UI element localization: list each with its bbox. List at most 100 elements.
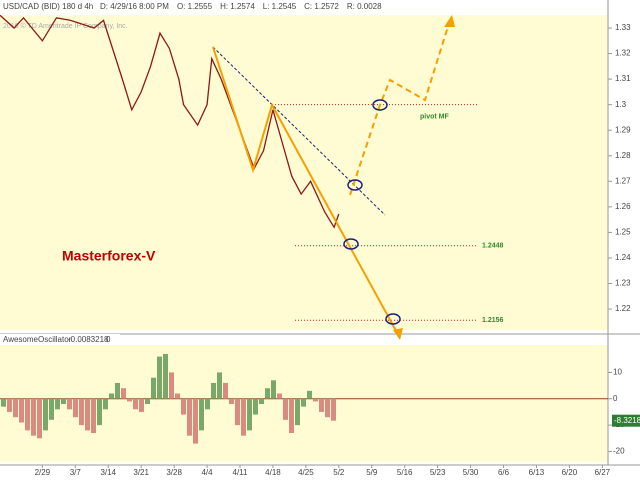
level-label: 1.2448 [482,243,504,250]
y-tick-label: 1.3 [615,100,627,109]
y-tick-label: 1.31 [615,74,631,83]
y-tick-label: 0 [613,394,618,403]
osc-bar [49,398,54,420]
trend-line [212,46,386,216]
x-tick-label: 6/6 [498,468,510,477]
osc-bar [61,398,66,405]
osc-bar [223,382,228,399]
osc-bar [43,398,48,431]
osc-header [0,334,120,345]
value-tag: -8.3218 [614,416,640,425]
x-tick-label: 3/28 [166,468,182,477]
y-tick-label: 1.22 [615,304,631,313]
x-tick-label: 3/7 [70,468,82,477]
osc-bar [97,398,102,426]
osc-bar [13,398,18,418]
osc-bar [145,398,150,405]
y-tick-label: 1.26 [615,202,631,211]
x-tick-label: 4/18 [265,468,281,477]
osc-bar [295,398,300,426]
osc-bar [121,388,126,399]
y-tick-label: -20 [613,447,625,456]
osc-bar [325,398,330,418]
marks: 1.22 1.23 1.24 1.25 1.26 1.27 1.28 1.29 1.3 1.31 1… [0,14,640,477]
osc-bar [211,382,216,399]
x-tick-label: 6/13 [529,468,545,477]
osc-readout: -0.0083218 [68,335,109,344]
osc-bar [139,398,144,412]
header-title: USD/CAD (BID) 180 d 4h [3,2,93,11]
osc-bar [19,398,24,423]
x-tick-label: 4/4 [201,468,213,477]
osc-bar [79,398,84,426]
osc-bar [271,380,276,399]
projection-alt [349,19,451,196]
x-tick-label: 4/11 [233,468,249,477]
osc-bar [253,398,258,415]
arrow-head [444,15,455,27]
y-tick-label: 1.24 [615,253,631,262]
highlight [347,179,363,191]
osc-bar [133,398,138,410]
x-tick-label: 5/9 [366,468,378,477]
header-field: D: 4/29/16 8:00 PM [100,2,169,11]
osc-bar [199,398,204,431]
osc-bar [283,398,288,420]
header-field: R: 0.0028 [347,2,382,11]
osc-bar [109,393,114,399]
x-tick-label: 5/2 [333,468,345,477]
osc-bar [313,398,318,402]
osc-bar [115,382,120,399]
osc-bar [301,398,306,407]
y-tick-label: 1.27 [615,176,631,185]
osc-bar [277,393,282,399]
osc-bar [181,398,186,415]
osc-bar [1,398,6,407]
price-panel [0,15,608,330]
y-tick-label: 1.28 [615,151,631,160]
osc-readout: 0 [106,335,111,344]
osc-bar [217,372,222,399]
y-tick-label: 10 [613,368,622,377]
osc-bar [169,372,174,399]
price-line [0,14,340,229]
value-tag-bg [612,414,640,427]
osc-bar [319,398,324,412]
osc-bar [307,390,312,399]
osc-title: AwesomeOscillator [3,335,72,344]
osc-bar [67,398,72,410]
x-tick-label: 5/16 [397,468,413,477]
osc-bar [229,398,234,405]
highlight [385,313,401,325]
osc-bar [25,398,30,431]
osc-bar [151,377,156,399]
osc-bar [73,398,78,418]
highlight [372,99,388,111]
osc-bar [127,398,132,402]
osc-bar [175,393,180,399]
header-field: L: 1.2545 [263,2,297,11]
watermark: 2016 © TD Ameritrade IP Company, Inc. [3,22,128,30]
x-tick-label: 6/27 [595,468,611,477]
osc-bar [91,398,96,434]
x-tick-label: 3/14 [100,468,116,477]
x-tick-label: 5/23 [430,468,446,477]
osc-bar [187,398,192,436]
osc-bar [241,398,246,436]
x-tick-label: 3/21 [133,468,149,477]
osc-bar [31,398,36,436]
osc-bar [193,398,198,444]
osc-bar [259,398,264,405]
level-label: 1.2156 [482,317,504,324]
osc-bar [265,388,270,399]
osc-bar [163,353,168,399]
header-field: O: 1.2555 [177,2,213,11]
osc-bar [157,356,162,399]
osc-bar [247,398,252,431]
arrow-head [393,328,403,340]
pivot-label: pivot MF [420,114,449,121]
osc-bar [289,398,294,434]
osc-bar [331,398,336,421]
